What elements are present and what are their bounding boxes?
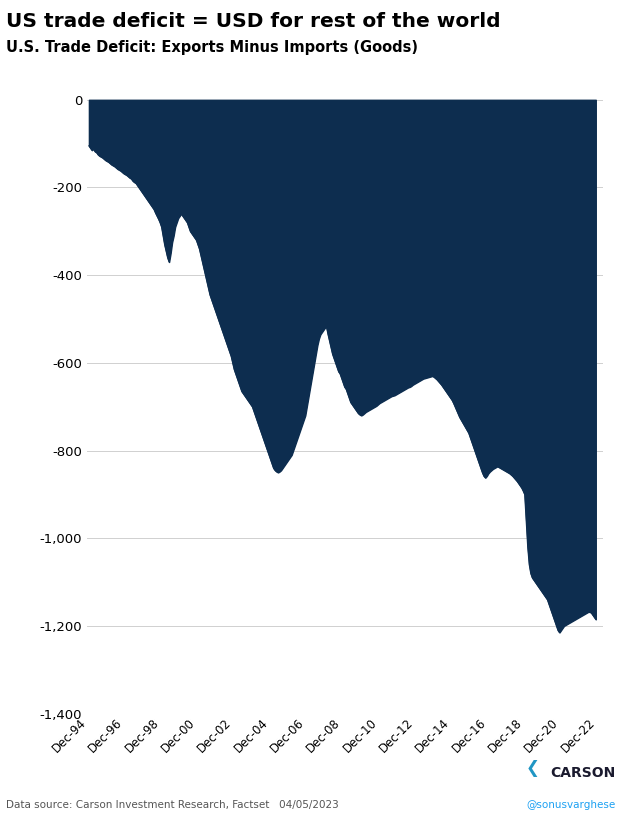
Text: U.S. Trade Deficit: Exports Minus Imports (Goods): U.S. Trade Deficit: Exports Minus Import… [6, 40, 418, 54]
Text: US trade deficit = USD for rest of the world: US trade deficit = USD for rest of the w… [6, 12, 501, 31]
Text: CARSON: CARSON [550, 766, 616, 780]
Text: ❮: ❮ [526, 759, 539, 777]
Text: @sonusvarghese: @sonusvarghese [527, 800, 616, 810]
Text: Data source: Carson Investment Research, Factset   04/05/2023: Data source: Carson Investment Research,… [6, 800, 339, 810]
